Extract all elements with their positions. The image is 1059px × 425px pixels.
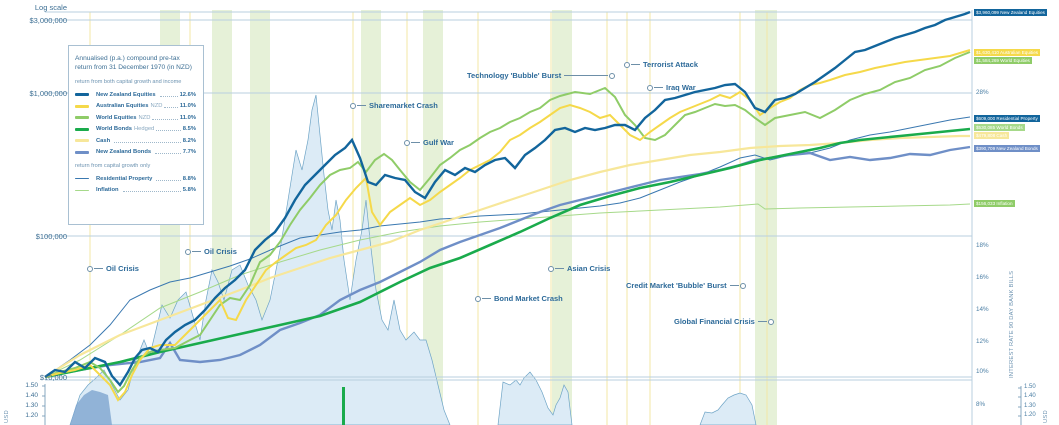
legend-item-australian-equities: Australian Equities NZD 11.0% — [75, 101, 196, 113]
event-marker-icon — [185, 248, 191, 255]
currency-area — [70, 390, 112, 425]
usd-tick-left-3: 1.20 — [25, 412, 38, 419]
swatch-icon — [75, 93, 89, 97]
swatch-icon — [75, 116, 89, 120]
y-scale-label: Log scale — [34, 3, 67, 12]
event-global-financial-crisis: Global Financial Crisis — [674, 317, 774, 326]
event-marker-icon — [624, 61, 630, 68]
usd-axis-label-left: USD — [4, 410, 10, 423]
event-gulf-war: Gulf War — [404, 138, 454, 147]
usd-tick-right-1: 1.40 — [1024, 393, 1036, 399]
end-tag-nz-bonds: $390,709 New Zealand Bonds — [974, 145, 1040, 152]
end-tag-australian-equities: $1,630,410 Australian Equities — [974, 49, 1041, 56]
swatch-icon — [75, 127, 89, 131]
event-technology-bubble-burst: Technology 'Bubble' Burst — [467, 71, 616, 80]
end-tag-world-equities: $1,584,269 World Equities — [974, 57, 1032, 64]
event-marker-icon — [739, 282, 746, 289]
event-marker-icon — [647, 84, 653, 91]
swatch-icon — [75, 189, 89, 191]
y-tick-10000: $10,000 — [39, 373, 67, 382]
event-bond-market-crash: Bond Market Crash — [475, 294, 563, 303]
event-asian-crisis: Asian Crisis — [548, 264, 610, 273]
event-terrorist-attack: Terrorist Attack — [624, 60, 698, 69]
legend-item-nz-bonds: New Zealand Bonds 7.7% — [75, 147, 196, 159]
usd-tick-right-3: 1.20 — [1024, 412, 1036, 418]
interest-rate-area-3 — [699, 392, 757, 425]
event-marker-icon — [87, 265, 93, 272]
legend-group1-label: return from both capital growth and inco… — [75, 79, 182, 85]
event-credit-market-bubble-burst: Credit Market 'Bubble' Burst — [626, 281, 746, 290]
legend-title: Annualised (p.a.) compound pre-tax retur… — [75, 55, 192, 71]
y-tick-100000: $100,000 — [35, 232, 67, 241]
end-tag-inflation: $156,033 Inflation — [974, 200, 1015, 207]
rate-tick-28: 28% — [976, 89, 989, 96]
usd-tick-right-2: 1.30 — [1024, 403, 1036, 409]
rate-axis-label: INTEREST RATE 90 DAY BANK BILLS — [1009, 270, 1015, 378]
series-world-bonds — [44, 127, 971, 379]
legend-item-world-bonds: World Bonds Hedged 8.5% — [75, 124, 196, 136]
event-marker-icon — [350, 102, 356, 109]
currency-axis-left — [42, 384, 46, 425]
usd-tick-right-0: 1.50 — [1024, 384, 1036, 390]
legend-item-cash: Cash 8.2% — [75, 135, 196, 147]
marker-bar — [342, 387, 345, 425]
legend-item-inflation: Inflation 5.8% — [75, 185, 196, 197]
legend-item-world-equities: World Equities NZD 11.0% — [75, 112, 196, 124]
rate-tick-8: 8% — [976, 401, 986, 408]
series-nz-bonds — [44, 145, 971, 379]
swatch-icon — [75, 139, 89, 143]
currency-axis-right — [1018, 386, 1022, 425]
event-marker-icon — [609, 72, 616, 79]
rate-tick-14: 14% — [976, 306, 989, 313]
swatch-icon — [75, 150, 89, 154]
rate-tick-18: 18% — [976, 242, 989, 249]
swatch-icon — [75, 178, 89, 180]
end-tag-cash: $479,808 Cash — [974, 132, 1010, 139]
legend-item-residential-property: Residential Property 8.8% — [75, 173, 196, 185]
swatch-icon — [75, 104, 89, 108]
interest-rate-area-2 — [497, 371, 573, 425]
usd-tick-left-1: 1.40 — [25, 392, 38, 399]
usd-tick-left-2: 1.30 — [25, 402, 38, 409]
event-marker-icon — [475, 295, 481, 302]
event-sharemarket-crash: Sharemarket Crash — [350, 101, 438, 110]
end-tag-world-bonds: $530,085 World Bonds — [974, 124, 1025, 131]
rate-tick-10: 10% — [976, 368, 989, 375]
event-marker-icon — [767, 318, 774, 325]
legend-item-nz-equities: New Zealand Equities 12.6% — [75, 89, 196, 101]
rate-tick-16: 16% — [976, 274, 989, 281]
event-oil-crisis-2: Oil Crisis — [185, 247, 237, 256]
event-iraq-war: Iraq War — [647, 83, 696, 92]
usd-tick-left-0: 1.50 — [25, 382, 38, 389]
series-australian-equities — [44, 49, 971, 402]
series-world-equities — [44, 51, 971, 394]
y-tick-3000000: $3,000,000 — [29, 16, 67, 25]
event-oil-crisis-1: Oil Crisis — [87, 264, 139, 273]
end-tag-nz-equities: $3,960,099 New Zealand Equities — [974, 9, 1047, 16]
rate-tick-12: 12% — [976, 338, 989, 345]
y-tick-1000000: $1,000,000 — [29, 89, 67, 98]
event-marker-icon — [404, 139, 410, 146]
legend: Annualised (p.a.) compound pre-tax retur… — [68, 45, 204, 225]
end-tag-residential-property: $609,000 Residential Property — [974, 115, 1040, 122]
series-residential-property — [44, 116, 971, 378]
legend-group2-label: return from capital growth only — [75, 163, 151, 169]
event-marker-icon — [548, 265, 554, 272]
series-nz-equities — [44, 10, 971, 388]
usd-axis-label-right: USD — [1043, 410, 1049, 423]
